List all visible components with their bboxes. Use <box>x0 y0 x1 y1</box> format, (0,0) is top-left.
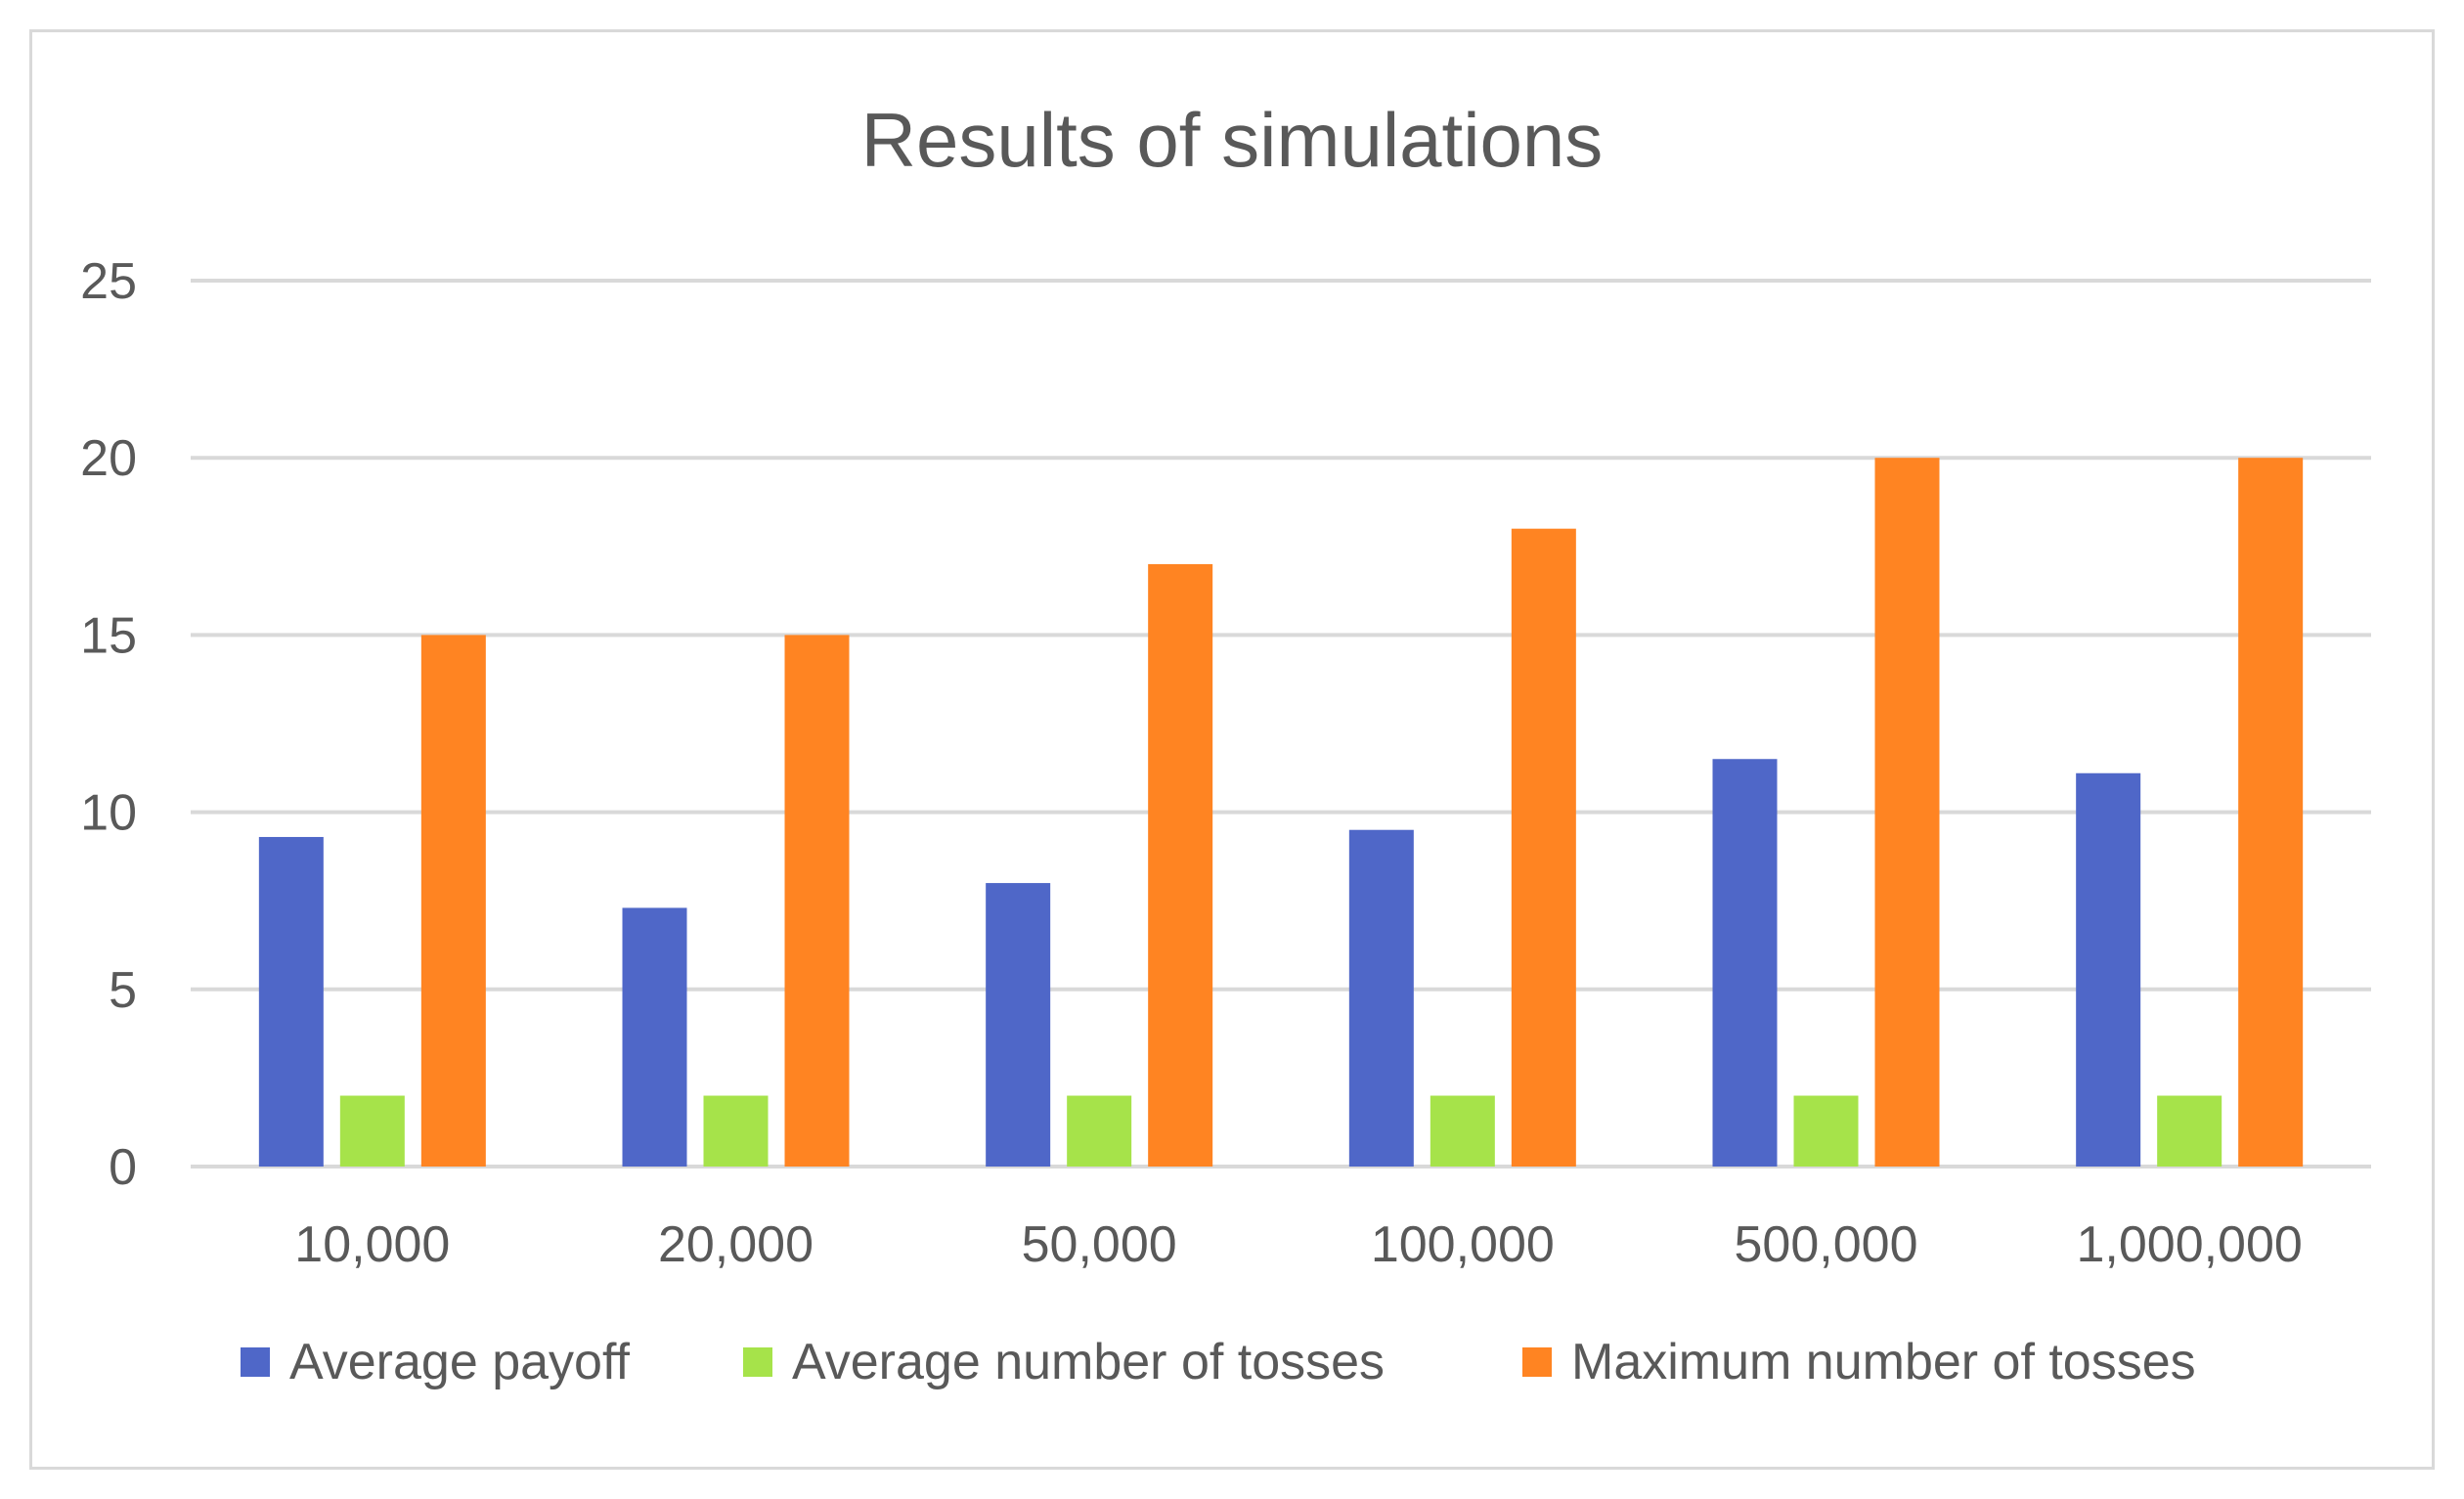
bar-average-payoff <box>2076 772 2141 1167</box>
legend-label: Average number of tosses <box>792 1334 1385 1390</box>
bar-maximum-number-of-tosses <box>1511 528 1576 1167</box>
y-tick-label: 20 <box>80 430 137 487</box>
x-tick-label: 50,000 <box>1022 1216 1177 1273</box>
y-tick-label: 15 <box>80 607 137 664</box>
y-axis: 0 5 10 15 20 25 <box>80 253 137 1196</box>
x-tick-label: 1,000,000 <box>2076 1216 2302 1273</box>
bars <box>258 458 2304 1167</box>
x-tick-label: 100,000 <box>1371 1216 1555 1273</box>
legend-swatch <box>241 1347 270 1377</box>
x-tick-label: 10,000 <box>294 1216 450 1273</box>
bar-maximum-number-of-tosses <box>1148 563 1213 1167</box>
bar-average-number-of-tosses <box>1430 1095 1495 1167</box>
y-tick-label: 0 <box>109 1139 137 1196</box>
x-axis: 10,000 20,000 50,000 100,000 500,000 1,000,00… <box>294 1216 2303 1273</box>
bar-maximum-number-of-tosses <box>420 635 486 1167</box>
legend: Average payoff Average number of tosses Ma… <box>241 1334 2196 1390</box>
legend-label: Maximum number of tosses <box>1571 1334 2196 1390</box>
gridlines <box>191 279 2371 1168</box>
legend-label: Average payoff <box>289 1334 630 1390</box>
bar-average-payoff <box>622 907 687 1167</box>
bar-maximum-number-of-tosses <box>1874 458 1940 1167</box>
y-tick-label: 5 <box>109 962 137 1019</box>
bar-average-payoff <box>1712 759 1778 1167</box>
legend-swatch <box>1522 1347 1552 1377</box>
chart-title: Results of simulations <box>861 97 1604 183</box>
bar-average-number-of-tosses <box>1793 1095 1859 1167</box>
bar-average-payoff <box>258 836 324 1167</box>
bar-average-number-of-tosses <box>1067 1095 1132 1167</box>
bar-average-number-of-tosses <box>703 1095 769 1167</box>
bar-maximum-number-of-tosses <box>784 635 850 1167</box>
bar-average-number-of-tosses <box>2157 1095 2222 1167</box>
bar-average-number-of-tosses <box>339 1095 405 1167</box>
bar-average-payoff <box>986 883 1051 1167</box>
bar-average-payoff <box>1348 829 1414 1167</box>
legend-swatch <box>743 1347 772 1377</box>
x-tick-label: 500,000 <box>1735 1216 1918 1273</box>
y-tick-label: 10 <box>80 785 137 842</box>
bar-maximum-number-of-tosses <box>2238 458 2304 1167</box>
x-tick-label: 20,000 <box>658 1216 814 1273</box>
y-tick-label: 25 <box>80 253 137 310</box>
